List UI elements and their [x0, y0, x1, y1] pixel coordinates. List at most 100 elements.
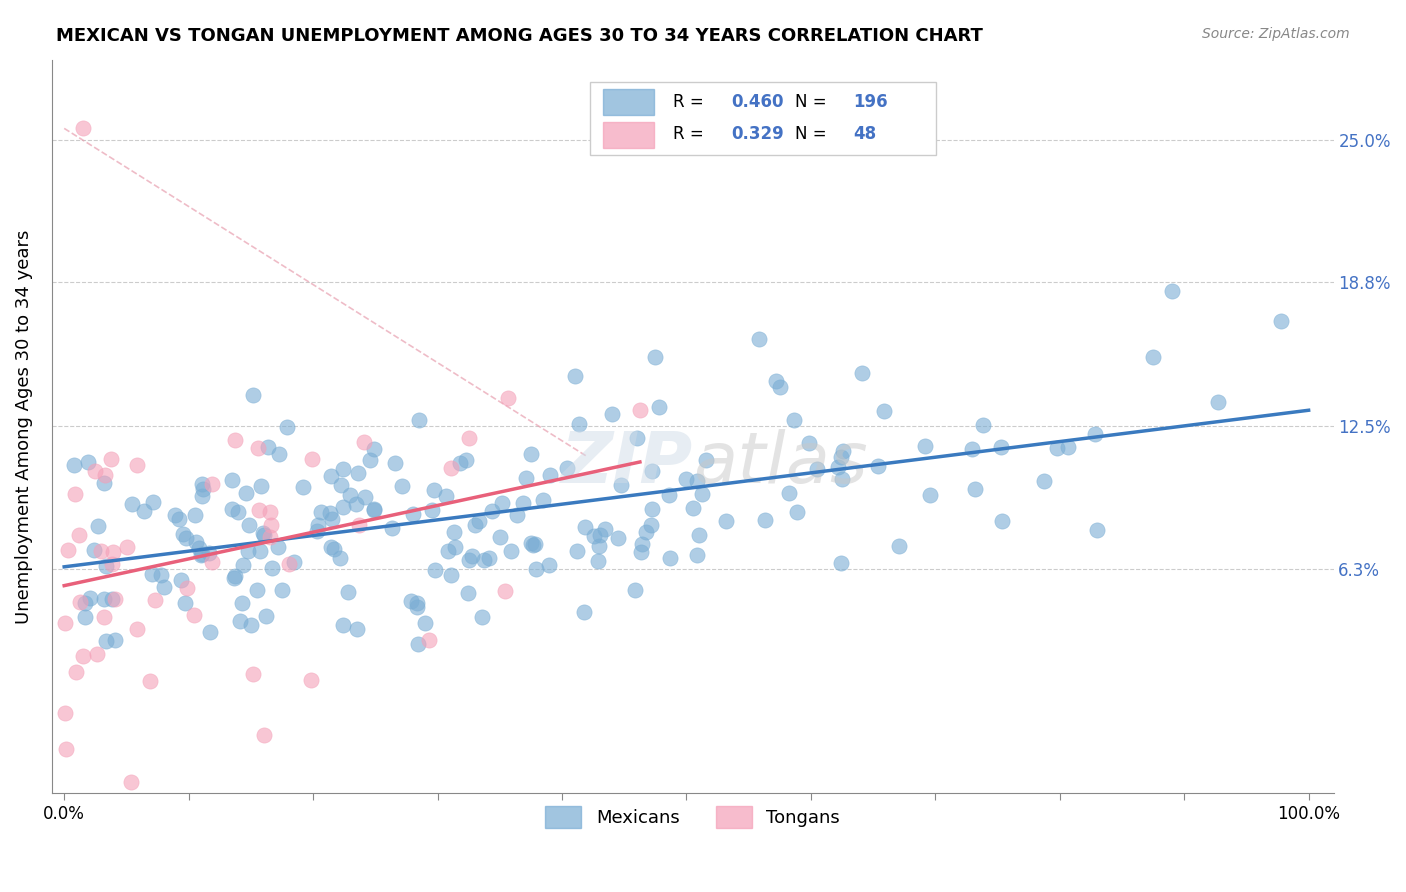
Point: [221, 502, 243, 516]
Point: [254, 609, 277, 624]
Point: [523, 537, 546, 551]
Point: [564, 368, 586, 383]
Point: [381, 521, 404, 535]
Point: [422, 483, 444, 497]
Point: [686, 474, 709, 488]
Point: [520, 535, 543, 549]
Point: [139, 673, 162, 688]
Point: [353, 435, 375, 450]
Point: [239, 618, 262, 632]
Point: [224, 433, 246, 447]
Point: [344, 497, 367, 511]
Point: [63, 487, 86, 501]
Point: [363, 442, 385, 456]
Point: [555, 461, 578, 475]
Point: [198, 546, 221, 560]
Point: [472, 553, 495, 567]
Point: [267, 541, 290, 555]
Point: [491, 496, 513, 510]
Text: 0.329: 0.329: [731, 126, 783, 144]
Point: [117, 540, 139, 554]
Point: [471, 609, 494, 624]
Point: [641, 501, 664, 516]
Point: [499, 544, 522, 558]
Point: [79, 591, 101, 606]
Point: [72, 649, 94, 664]
Point: [198, 624, 221, 639]
Text: 48: 48: [853, 126, 876, 144]
Point: [636, 524, 658, 539]
Point: [831, 472, 853, 486]
Point: [391, 478, 413, 492]
Legend: Mexicans, Tongans: Mexicans, Tongans: [538, 799, 848, 836]
Point: [226, 506, 249, 520]
Text: MEXICAN VS TONGAN UNEMPLOYMENT AMONG AGES 30 TO 34 YEARS CORRELATION CHART: MEXICAN VS TONGAN UNEMPLOYMENT AMONG AGE…: [56, 27, 983, 45]
Point: [384, 456, 406, 470]
Point: [641, 464, 664, 478]
Point: [235, 486, 257, 500]
Point: [1142, 350, 1164, 364]
Point: [851, 366, 873, 380]
Point: [589, 528, 612, 542]
Point: [688, 527, 710, 541]
Point: [183, 608, 205, 623]
Point: [100, 452, 122, 467]
Point: [191, 477, 214, 491]
Point: [169, 511, 191, 525]
Point: [716, 514, 738, 528]
Point: [253, 527, 276, 541]
Point: [87, 519, 110, 533]
Point: [1206, 395, 1229, 409]
Point: [231, 596, 253, 610]
Point: [406, 637, 429, 651]
Point: [647, 400, 669, 414]
Point: [172, 527, 194, 541]
Point: [574, 605, 596, 619]
Point: [69, 595, 91, 609]
Point: [832, 443, 855, 458]
Point: [827, 460, 849, 475]
Point: [440, 461, 463, 475]
Point: [242, 388, 264, 402]
Point: [101, 557, 124, 571]
Point: [1056, 440, 1078, 454]
Point: [797, 436, 820, 450]
Point: [406, 596, 429, 610]
Point: [692, 487, 714, 501]
Point: [174, 531, 197, 545]
Point: [249, 502, 271, 516]
Point: [63, 458, 86, 472]
Point: [454, 453, 477, 467]
Point: [593, 522, 616, 536]
Point: [914, 439, 936, 453]
Point: [75, 610, 97, 624]
Point: [610, 478, 633, 492]
Point: [309, 504, 332, 518]
Point: [84, 464, 107, 478]
Point: [1046, 441, 1069, 455]
Point: [506, 508, 529, 523]
Point: [628, 403, 651, 417]
Point: [675, 472, 697, 486]
Point: [90, 544, 112, 558]
Point: [434, 489, 457, 503]
Point: [522, 538, 544, 552]
Point: [319, 507, 342, 521]
Text: ZIP: ZIP: [561, 429, 693, 498]
Point: [574, 520, 596, 534]
Point: [420, 503, 443, 517]
Point: [120, 775, 142, 789]
Point: [588, 539, 610, 553]
Point: [253, 728, 276, 742]
Point: [276, 419, 298, 434]
Point: [94, 558, 117, 573]
Point: [658, 488, 681, 502]
Point: [337, 585, 360, 599]
Point: [520, 447, 543, 461]
Point: [149, 567, 172, 582]
Point: [260, 561, 283, 575]
Point: [494, 583, 516, 598]
Point: [93, 468, 115, 483]
Point: [354, 490, 377, 504]
Point: [565, 543, 588, 558]
